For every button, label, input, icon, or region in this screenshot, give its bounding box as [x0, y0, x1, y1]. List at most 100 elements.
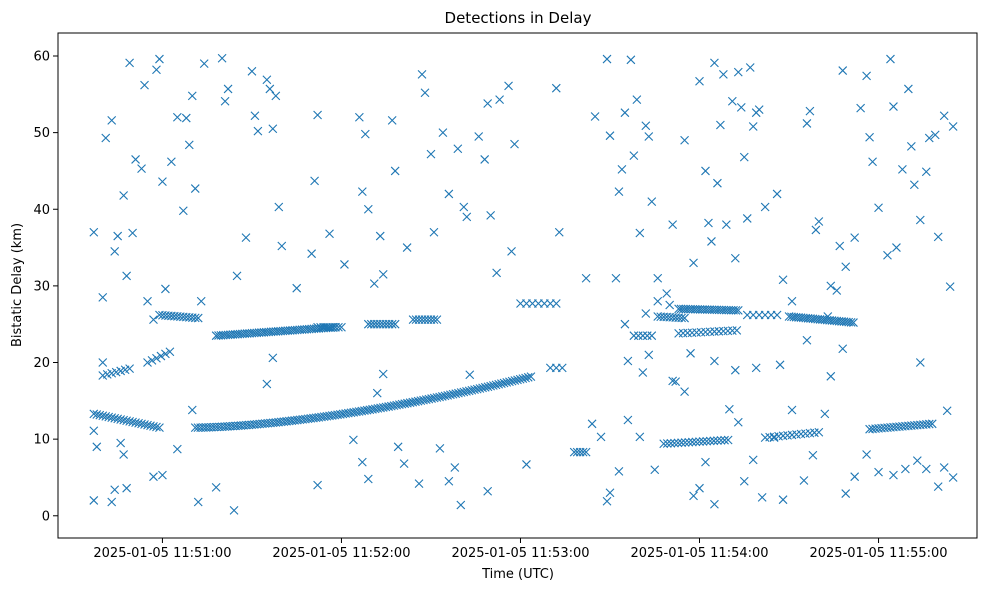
data-point — [161, 284, 170, 294]
data-point — [751, 363, 761, 373]
data-point — [638, 368, 648, 377]
data-point — [772, 189, 782, 199]
y-tick-label: 50 — [33, 126, 50, 141]
data-point — [193, 313, 203, 323]
chart-title: Detections in Delay — [445, 9, 592, 27]
data-point — [707, 237, 716, 246]
data-point — [365, 405, 375, 415]
data-point — [915, 215, 925, 225]
data-point — [733, 67, 743, 77]
data-point — [262, 75, 272, 85]
data-point — [687, 328, 697, 338]
data-point — [451, 389, 461, 399]
data-point — [271, 91, 281, 101]
y-axis: 0 10 20 30 40 50 60 — [33, 49, 58, 524]
data-point — [760, 202, 770, 212]
data-point — [748, 122, 758, 131]
data-point — [483, 486, 493, 496]
data-point — [494, 379, 504, 389]
data-point — [638, 331, 648, 341]
data-point — [716, 120, 725, 130]
data-point — [862, 71, 871, 81]
data-point — [387, 115, 397, 125]
data-point — [229, 506, 239, 515]
data-point — [659, 439, 669, 449]
data-point — [448, 389, 458, 399]
data-point — [647, 197, 657, 206]
data-point — [504, 81, 513, 91]
data-point — [456, 500, 466, 510]
data-point — [850, 472, 860, 482]
data-point — [165, 347, 175, 357]
data-point — [730, 253, 740, 263]
data-point — [924, 419, 934, 429]
data-point — [403, 398, 412, 408]
data-point — [674, 329, 684, 338]
data-point — [883, 250, 892, 260]
data-point — [641, 309, 651, 318]
data-point — [113, 231, 123, 241]
data-point — [346, 408, 356, 418]
data-point — [522, 460, 531, 469]
data-point — [313, 110, 322, 120]
data-point — [889, 102, 898, 111]
data-point — [444, 189, 454, 199]
data-point — [850, 233, 860, 242]
data-point — [551, 299, 561, 308]
plot-area — [89, 53, 958, 515]
data-point — [432, 315, 442, 324]
data-point — [429, 393, 439, 403]
data-point — [832, 286, 842, 295]
data-point — [378, 403, 388, 412]
data-point — [653, 273, 663, 283]
data-point — [128, 228, 137, 238]
x-tick-label: 2025-01-05 11:54:00 — [630, 546, 768, 561]
data-point — [334, 322, 343, 332]
data-point — [349, 435, 358, 445]
data-point — [775, 360, 785, 370]
data-point — [811, 225, 821, 235]
plot-frame — [57, 32, 978, 539]
data-point — [727, 326, 737, 336]
data-point — [710, 356, 719, 366]
data-point — [507, 247, 516, 256]
data-point — [190, 184, 200, 193]
data-point — [692, 328, 701, 337]
data-point — [149, 315, 158, 324]
data-point — [156, 351, 166, 361]
data-point — [372, 388, 382, 398]
data-point — [376, 403, 385, 413]
data-point — [513, 375, 522, 385]
data-point — [443, 390, 453, 400]
data-point — [152, 65, 161, 75]
data-point — [375, 231, 385, 241]
data-point — [590, 112, 600, 121]
data-point — [720, 435, 729, 445]
data-point — [903, 84, 913, 94]
y-tick-label: 40 — [33, 203, 50, 218]
data-point — [438, 128, 448, 138]
data-point — [357, 457, 367, 467]
data-point — [416, 396, 426, 406]
data-point — [687, 437, 697, 447]
data-point — [456, 388, 466, 397]
data-point — [262, 379, 272, 389]
data-point — [629, 151, 639, 160]
data-point — [470, 385, 479, 395]
data-point — [647, 331, 657, 341]
data-point — [733, 306, 743, 315]
data-point — [702, 436, 712, 446]
data-point — [523, 372, 533, 382]
data-point — [921, 464, 931, 474]
data-point — [617, 165, 627, 174]
data-point — [731, 305, 741, 315]
data-point — [698, 437, 708, 446]
data-point — [942, 406, 952, 416]
data-point — [772, 310, 782, 320]
data-point — [307, 249, 317, 259]
data-point — [805, 106, 815, 116]
data-point — [465, 370, 475, 380]
data-point — [820, 409, 830, 419]
data-point — [268, 124, 278, 134]
data-point — [671, 377, 681, 387]
